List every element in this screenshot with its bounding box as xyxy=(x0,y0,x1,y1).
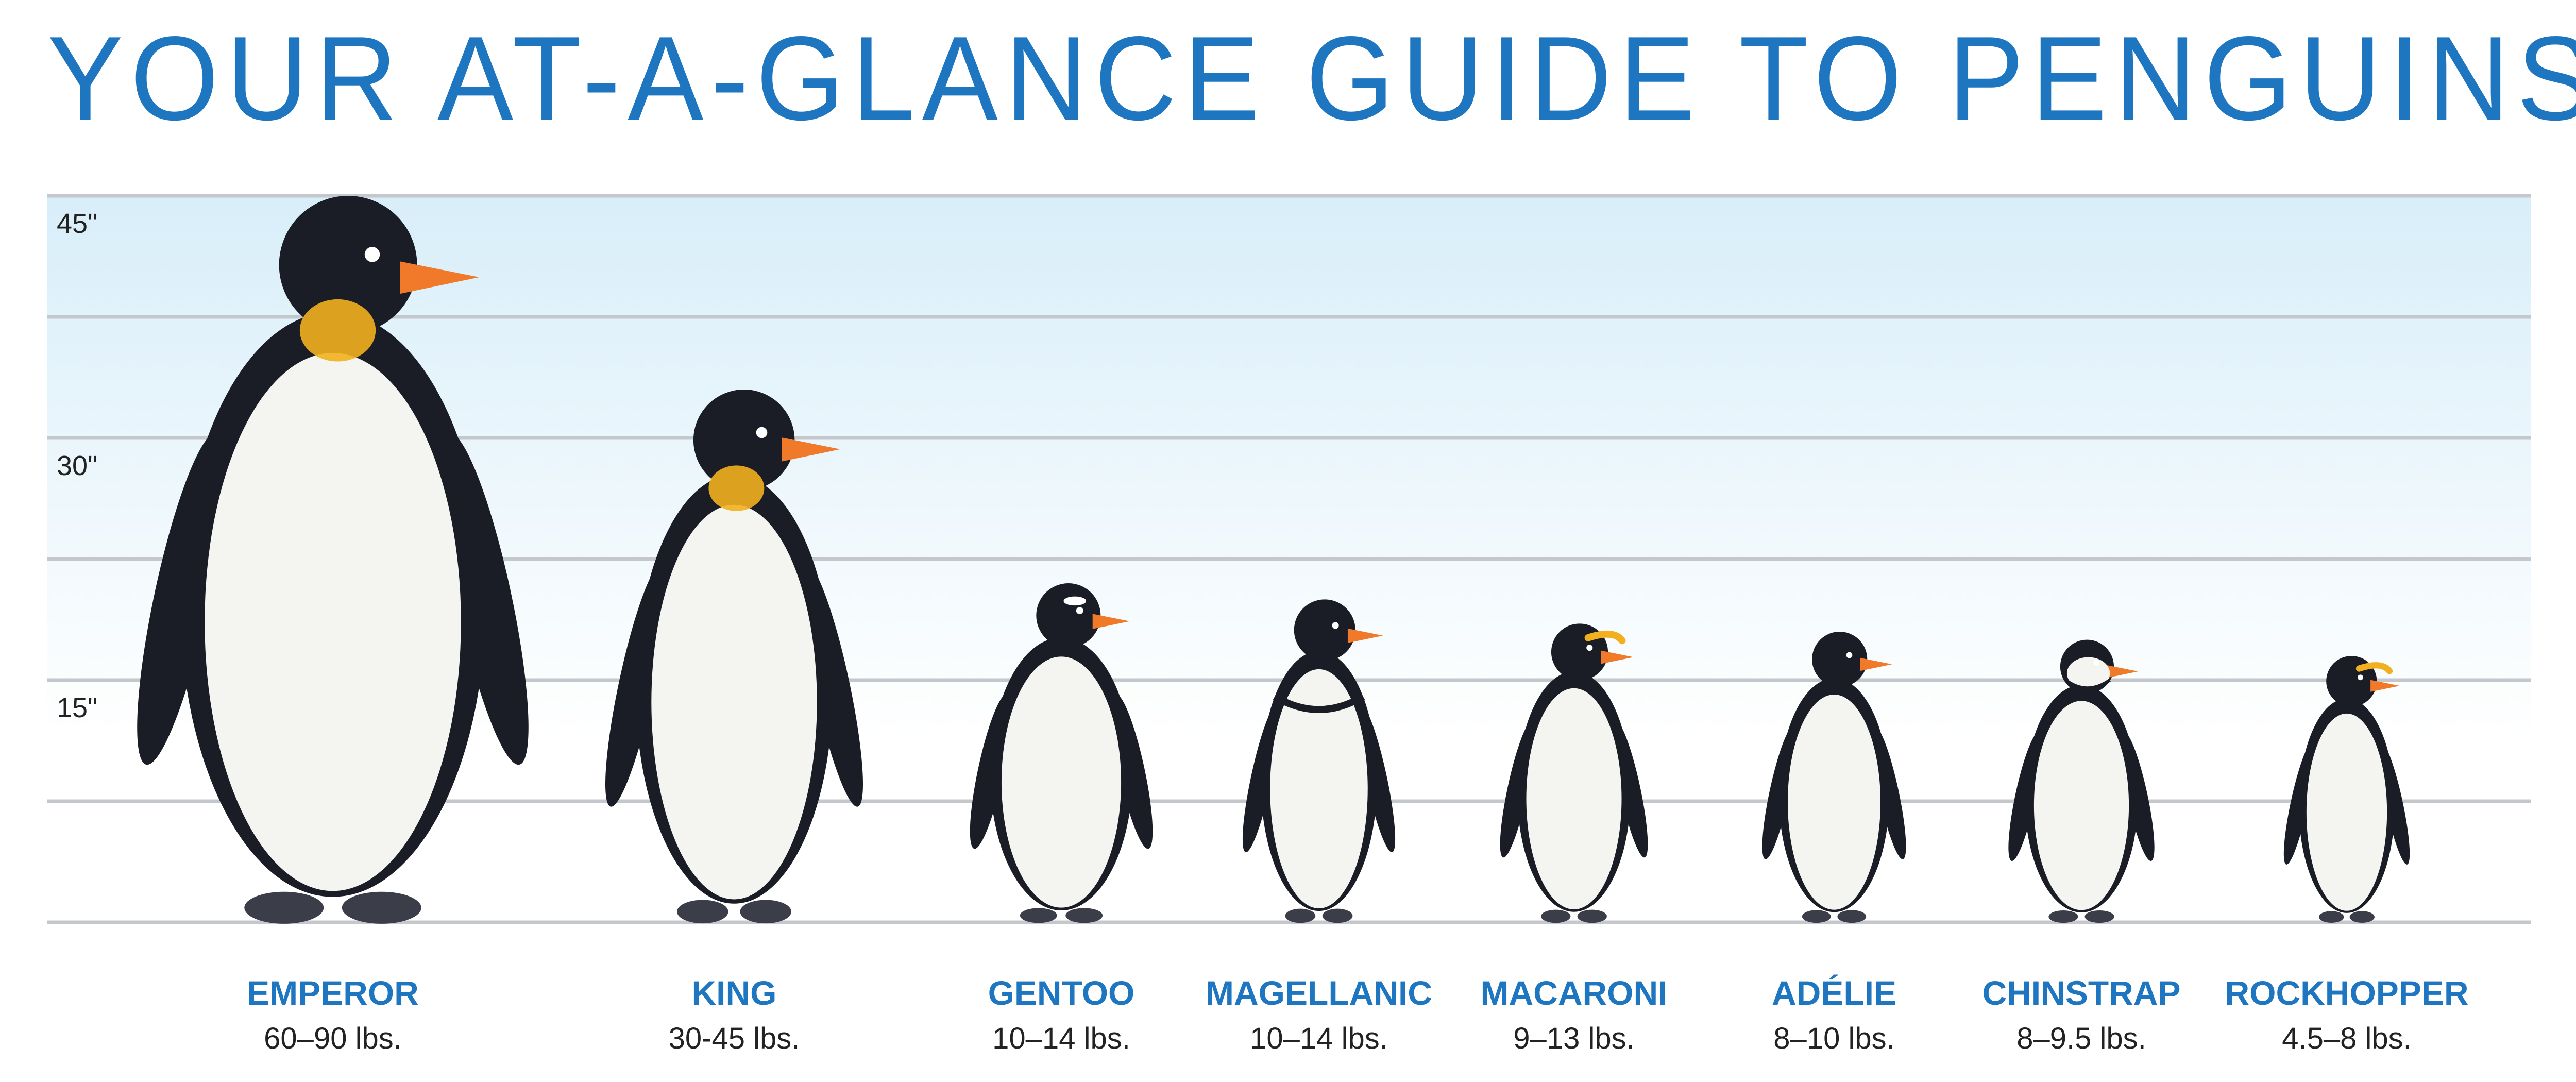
weight-label-0: 60–90 lbs. xyxy=(264,1022,402,1055)
y-axis-tick-labels: 15" 30" 45" xyxy=(57,208,97,723)
weight-label-2: 10–14 lbs. xyxy=(992,1022,1130,1055)
species-label-7: ROCKHOPPER xyxy=(2225,974,2468,1012)
penguin-mark-0 xyxy=(137,196,529,924)
weight-label-3: 10–14 lbs. xyxy=(1250,1022,1388,1055)
penguin-mark-1 xyxy=(605,390,863,924)
weight-label-7: 4.5–8 lbs. xyxy=(2282,1022,2412,1055)
y-tick-label-1: 30" xyxy=(57,450,97,481)
y-tick-label-0: 15" xyxy=(57,692,97,723)
species-label-5: ADÉLIE xyxy=(1772,974,1896,1012)
species-label-3: MAGELLANIC xyxy=(1206,974,1432,1012)
penguin-mark-6 xyxy=(2008,639,2155,923)
page-title: YOUR AT-A-GLANCE GUIDE TO PENGUINS xyxy=(47,12,2576,145)
penguin-mark-3 xyxy=(1242,599,1396,923)
penguin-mark-7 xyxy=(2283,656,2410,923)
species-label-2: GENTOO xyxy=(988,974,1135,1012)
penguin-mark-4 xyxy=(1500,623,1648,923)
species-label-4: MACARONI xyxy=(1481,974,1668,1012)
penguin-mark-5 xyxy=(1762,632,1906,923)
penguin-mark-2 xyxy=(970,583,1153,923)
y-tick-label-2: 45" xyxy=(57,208,97,239)
species-label-0: EMPEROR xyxy=(247,974,419,1012)
weight-label-5: 8–10 lbs. xyxy=(1773,1022,1894,1055)
species-label-1: KING xyxy=(692,974,777,1012)
weight-label-6: 8–9.5 lbs. xyxy=(2016,1022,2146,1055)
weight-label-4: 9–13 lbs. xyxy=(1513,1022,1634,1055)
penguin-marks xyxy=(137,196,2410,924)
weight-label-1: 30-45 lbs. xyxy=(669,1022,800,1055)
species-label-6: CHINSTRAP xyxy=(1982,974,2180,1012)
category-labels: EMPEROR 60–90 lbs. KING 30-45 lbs. GENTOO 10–… xyxy=(247,974,2468,1055)
